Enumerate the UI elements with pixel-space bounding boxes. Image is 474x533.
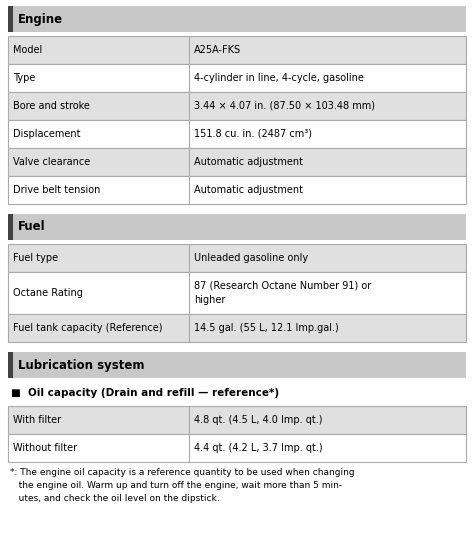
Bar: [8, 214, 13, 240]
Bar: [8, 120, 466, 148]
Text: Without filter: Without filter: [13, 443, 77, 453]
Text: Drive belt tension: Drive belt tension: [13, 185, 100, 195]
Text: Type: Type: [13, 73, 36, 83]
Bar: [8, 36, 466, 64]
Bar: [8, 434, 466, 462]
Bar: [8, 36, 466, 64]
Bar: [8, 272, 466, 314]
Bar: [8, 214, 466, 240]
Text: 4.8 qt. (4.5 L, 4.0 Imp. qt.): 4.8 qt. (4.5 L, 4.0 Imp. qt.): [194, 415, 322, 425]
Text: Model: Model: [13, 45, 42, 55]
Bar: [8, 6, 466, 32]
Bar: [8, 352, 13, 378]
Bar: [8, 176, 466, 204]
Bar: [8, 244, 466, 272]
Bar: [8, 6, 13, 32]
Bar: [8, 406, 466, 434]
Bar: [8, 314, 466, 342]
Bar: [8, 148, 466, 176]
Text: ■  Oil capacity (Drain and refill — reference*): ■ Oil capacity (Drain and refill — refer…: [11, 388, 279, 398]
Text: 4-cylinder in line, 4-cycle, gasoline: 4-cylinder in line, 4-cycle, gasoline: [194, 73, 364, 83]
Bar: [8, 272, 466, 314]
Text: With filter: With filter: [13, 415, 61, 425]
Text: Octane Rating: Octane Rating: [13, 288, 83, 298]
Text: 3.44 × 4.07 in. (87.50 × 103.48 mm): 3.44 × 4.07 in. (87.50 × 103.48 mm): [194, 101, 375, 111]
Text: A25A-FKS: A25A-FKS: [194, 45, 241, 55]
Text: Valve clearance: Valve clearance: [13, 157, 90, 167]
Text: 4.4 qt. (4.2 L, 3.7 Imp. qt.): 4.4 qt. (4.2 L, 3.7 Imp. qt.): [194, 443, 322, 453]
Text: Unleaded gasoline only: Unleaded gasoline only: [194, 253, 308, 263]
Bar: [8, 176, 466, 204]
Text: 151.8 cu. in. (2487 cm³): 151.8 cu. in. (2487 cm³): [194, 129, 312, 139]
Text: utes, and check the oil level on the dipstick.: utes, and check the oil level on the dip…: [10, 494, 219, 503]
Text: 14.5 gal. (55 L, 12.1 Imp.gal.): 14.5 gal. (55 L, 12.1 Imp.gal.): [194, 323, 338, 333]
Text: Automatic adjustment: Automatic adjustment: [194, 185, 303, 195]
Bar: [8, 352, 466, 378]
Text: Fuel tank capacity (Reference): Fuel tank capacity (Reference): [13, 323, 163, 333]
Bar: [8, 92, 466, 120]
Text: Lubrication system: Lubrication system: [18, 359, 145, 372]
Text: the engine oil. Warm up and turn off the engine, wait more than 5 min-: the engine oil. Warm up and turn off the…: [10, 481, 342, 490]
Text: Displacement: Displacement: [13, 129, 81, 139]
Bar: [8, 406, 466, 434]
Bar: [8, 434, 466, 462]
Bar: [8, 148, 466, 176]
Text: *: The engine oil capacity is a reference quantity to be used when changing: *: The engine oil capacity is a referenc…: [10, 468, 355, 477]
Text: Fuel type: Fuel type: [13, 253, 58, 263]
Bar: [8, 64, 466, 92]
Text: Fuel: Fuel: [18, 221, 46, 233]
Bar: [8, 120, 466, 148]
Bar: [8, 314, 466, 342]
Bar: [8, 64, 466, 92]
Text: Automatic adjustment: Automatic adjustment: [194, 157, 303, 167]
Text: Bore and stroke: Bore and stroke: [13, 101, 90, 111]
Text: 87 (Research Octane Number 91) or
higher: 87 (Research Octane Number 91) or higher: [194, 281, 371, 305]
Bar: [8, 244, 466, 272]
Text: Engine: Engine: [18, 12, 63, 26]
Bar: [8, 92, 466, 120]
